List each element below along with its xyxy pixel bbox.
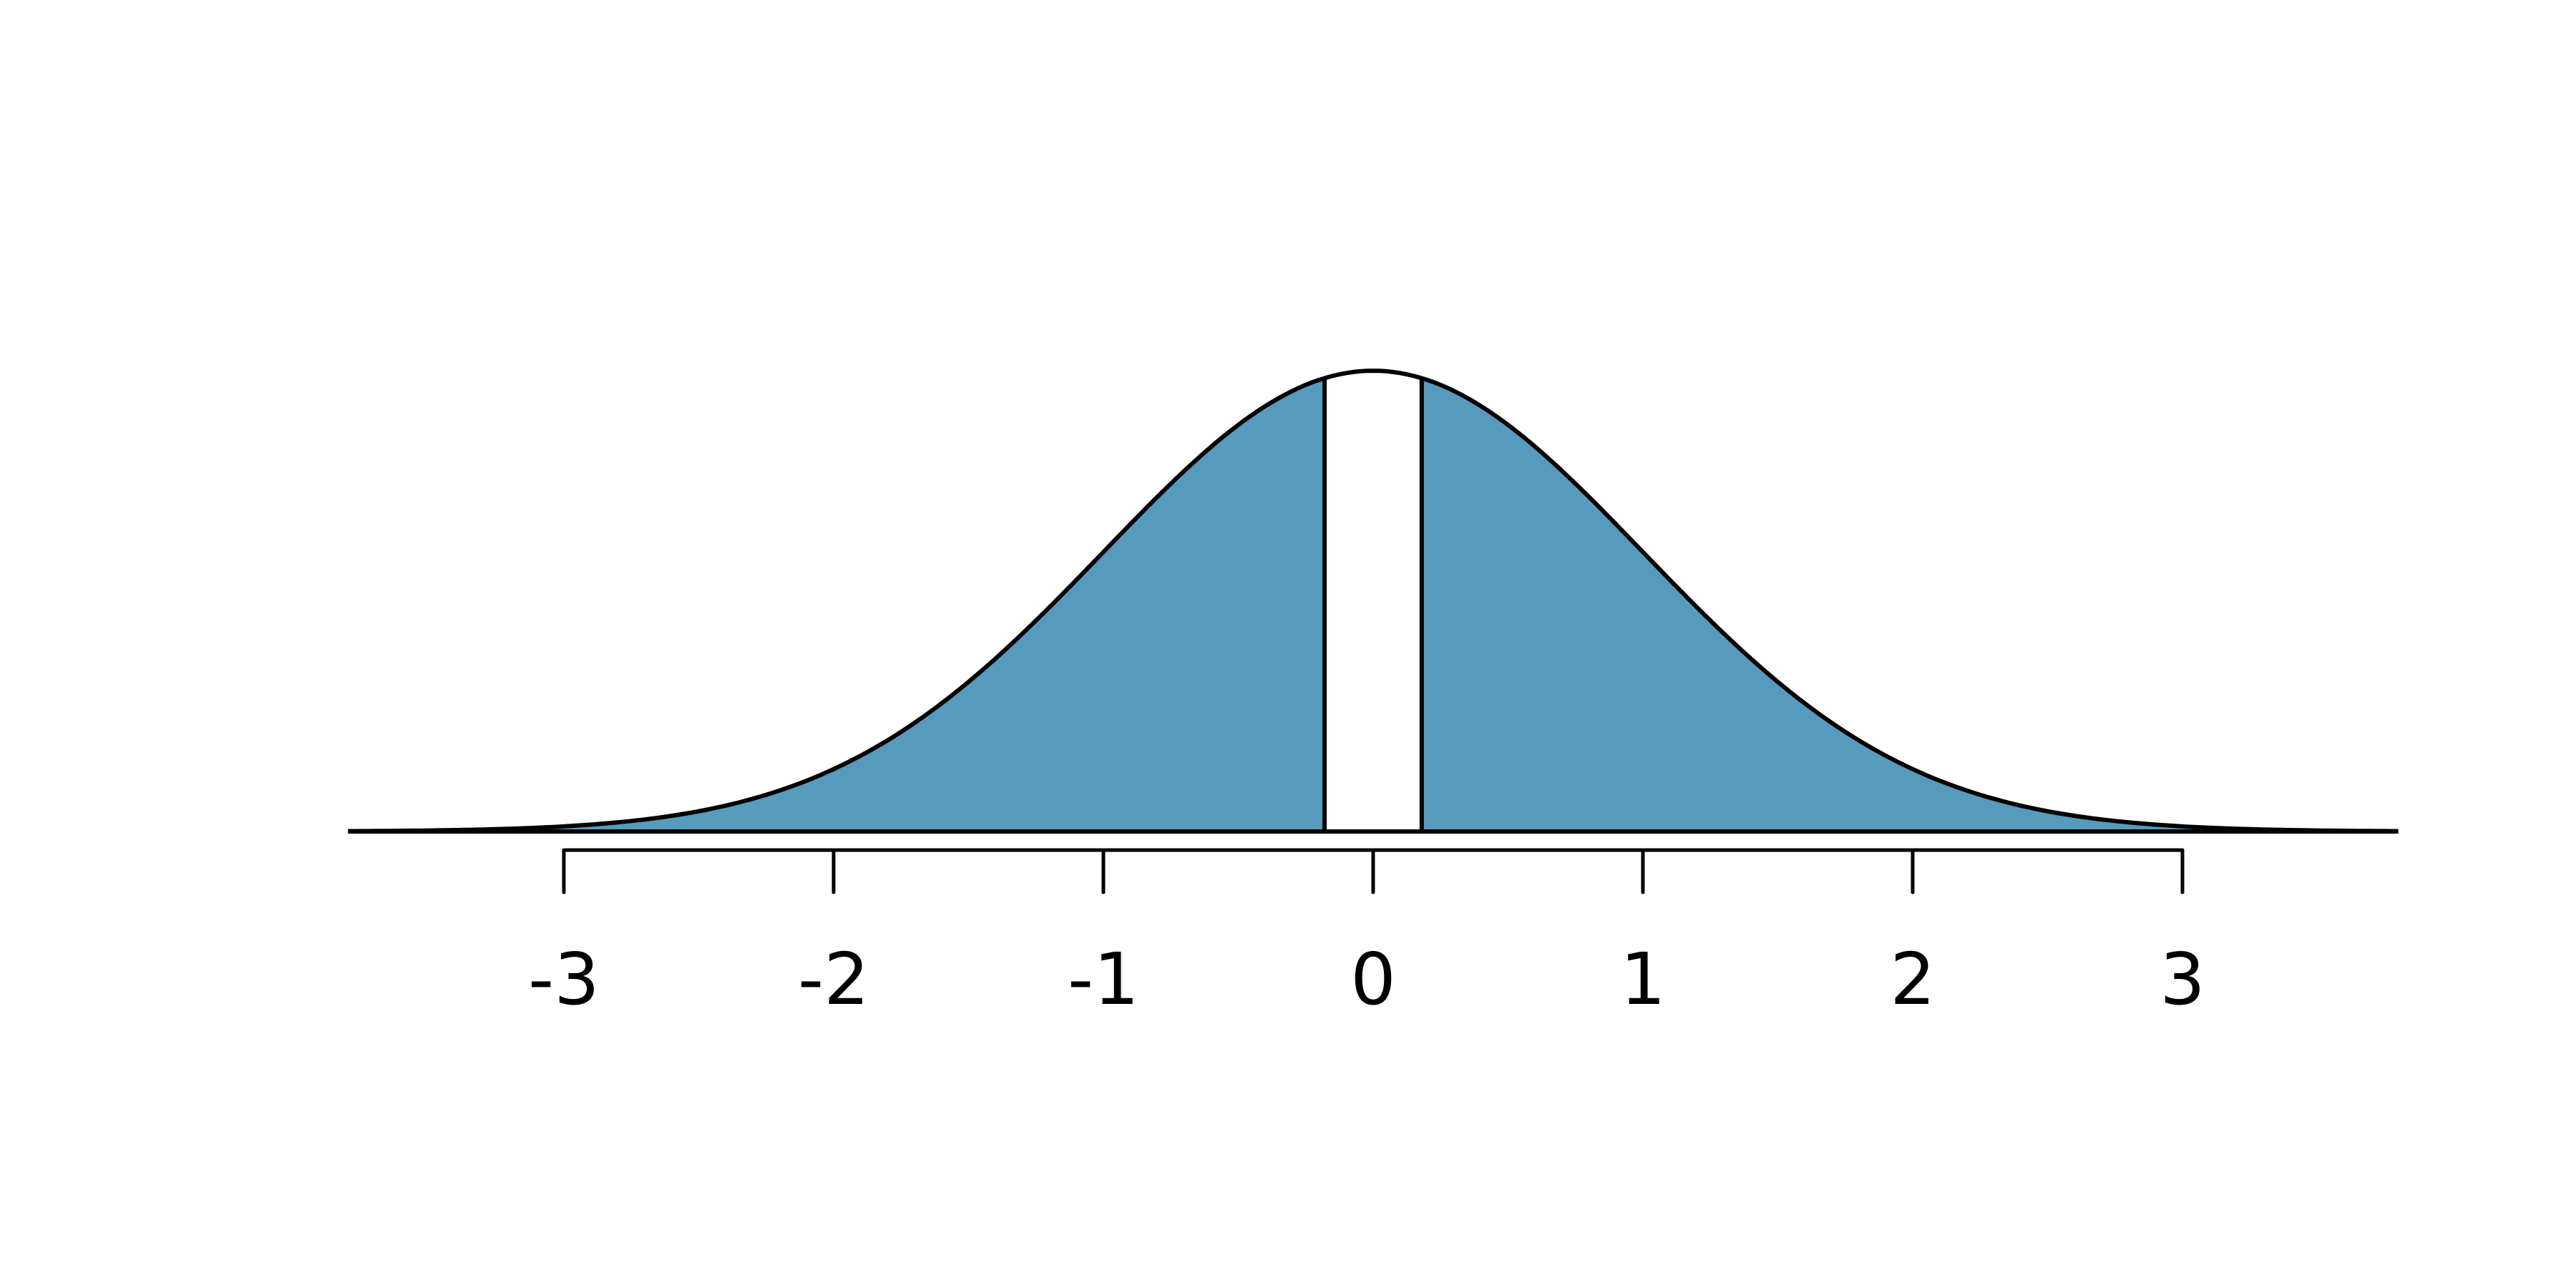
x-tick-label: 3 [2160, 937, 2205, 1021]
density-curve [348, 369, 2399, 834]
x-tick-label: 1 [1620, 937, 1666, 1021]
x-tick-label: 2 [1890, 937, 1936, 1021]
shaded-region-right [1421, 378, 2399, 831]
x-tick-label: -3 [528, 937, 600, 1021]
x-tick-label: 0 [1350, 937, 1396, 1021]
x-tick-label: -2 [798, 937, 869, 1021]
shaded-region-left [348, 378, 1325, 831]
x-tick-label: -1 [1068, 937, 1139, 1021]
